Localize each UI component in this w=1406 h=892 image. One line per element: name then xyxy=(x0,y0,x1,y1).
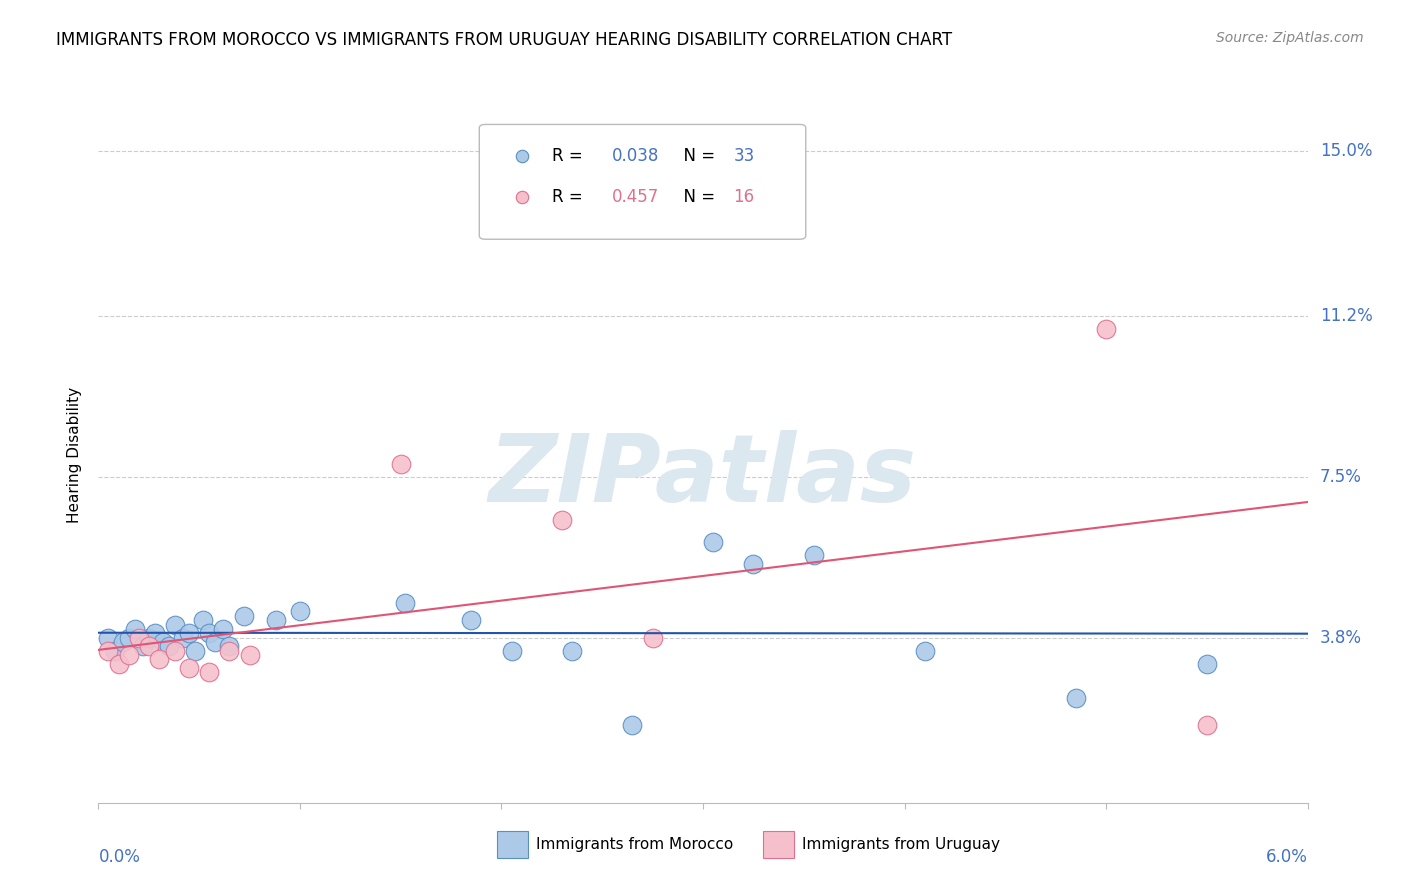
Point xyxy=(218,643,240,657)
Point xyxy=(157,758,180,772)
Point xyxy=(561,643,583,657)
Text: 6.0%: 6.0% xyxy=(1265,848,1308,866)
Point xyxy=(148,652,170,666)
Point xyxy=(132,639,155,653)
Point xyxy=(218,639,240,653)
Point xyxy=(204,635,226,649)
Point xyxy=(124,622,146,636)
Point xyxy=(239,648,262,662)
Text: 7.5%: 7.5% xyxy=(1320,467,1361,485)
Text: Immigrants from Morocco: Immigrants from Morocco xyxy=(536,837,734,852)
Point xyxy=(152,635,174,649)
Text: R =: R = xyxy=(551,188,588,206)
Text: Immigrants from Uruguay: Immigrants from Uruguay xyxy=(803,837,1000,852)
Text: 0.457: 0.457 xyxy=(613,188,659,206)
Bar xyxy=(498,830,527,858)
Point xyxy=(288,605,311,619)
Point xyxy=(143,626,166,640)
Point xyxy=(97,643,120,657)
Text: Source: ZipAtlas.com: Source: ZipAtlas.com xyxy=(1216,31,1364,45)
Point xyxy=(702,535,724,549)
Point xyxy=(157,639,180,653)
Point xyxy=(1064,691,1087,706)
Point xyxy=(1195,717,1218,731)
Point xyxy=(198,665,221,680)
Bar xyxy=(763,830,794,858)
Point xyxy=(914,643,936,657)
Point xyxy=(118,648,141,662)
Point xyxy=(193,613,215,627)
Text: 3.8%: 3.8% xyxy=(1320,629,1361,647)
Point xyxy=(232,608,254,623)
Text: 0.038: 0.038 xyxy=(613,147,659,165)
Point xyxy=(1195,657,1218,671)
Text: N =: N = xyxy=(672,147,720,165)
Point xyxy=(742,557,765,571)
Point xyxy=(501,643,523,657)
Point xyxy=(138,631,160,645)
Point xyxy=(179,661,201,675)
Point xyxy=(803,548,825,562)
Text: 16: 16 xyxy=(734,188,755,206)
Point xyxy=(551,513,574,527)
Text: 0.0%: 0.0% xyxy=(98,848,141,866)
Point xyxy=(212,622,235,636)
Point xyxy=(172,631,194,645)
Y-axis label: Hearing Disability: Hearing Disability xyxy=(67,387,83,523)
Point xyxy=(103,643,125,657)
Point xyxy=(389,457,412,471)
Point xyxy=(157,756,180,770)
Text: R =: R = xyxy=(551,147,588,165)
Text: 11.2%: 11.2% xyxy=(1320,307,1372,325)
Point xyxy=(460,613,482,627)
Point xyxy=(394,596,416,610)
Text: 15.0%: 15.0% xyxy=(1320,142,1372,160)
Point xyxy=(184,643,207,657)
Text: 33: 33 xyxy=(734,147,755,165)
Point xyxy=(264,613,287,627)
Point xyxy=(179,626,201,640)
Text: IMMIGRANTS FROM MOROCCO VS IMMIGRANTS FROM URUGUAY HEARING DISABILITY CORRELATIO: IMMIGRANTS FROM MOROCCO VS IMMIGRANTS FR… xyxy=(56,31,952,49)
Point xyxy=(1095,322,1118,336)
Point xyxy=(111,635,134,649)
FancyBboxPatch shape xyxy=(479,124,806,239)
Text: ZIPatlas: ZIPatlas xyxy=(489,430,917,522)
Point xyxy=(97,631,120,645)
Point xyxy=(138,639,160,653)
Point xyxy=(163,643,186,657)
Point xyxy=(107,657,129,671)
Point xyxy=(128,631,150,645)
Point xyxy=(621,717,644,731)
Text: N =: N = xyxy=(672,188,720,206)
Point xyxy=(163,617,186,632)
Point xyxy=(641,631,664,645)
Point xyxy=(118,631,141,645)
Point xyxy=(198,626,221,640)
